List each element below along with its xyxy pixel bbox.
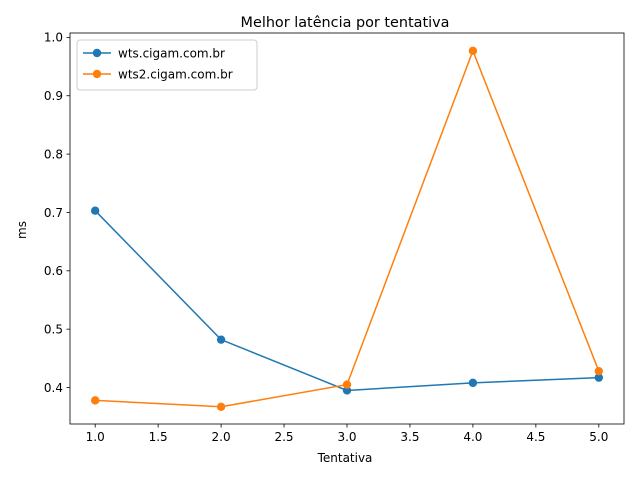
legend-label: wts2.cigam.com.br [118, 67, 233, 81]
data-point [594, 366, 604, 376]
x-axis: 1.0 1.5 2.0 2.5 3.0 3.5 4.0 4.5 5.0 [86, 424, 608, 444]
x-tick-label: 4.5 [526, 430, 545, 444]
data-point [216, 335, 226, 344]
legend-item: wts2.cigam.com.br [83, 67, 233, 81]
data-point [468, 378, 478, 388]
y-tick-label: 0.4 [44, 381, 63, 395]
y-tick-label: 1.0 [44, 31, 63, 45]
plot-area [69, 32, 625, 425]
y-axis-label: ms [15, 221, 29, 239]
x-tick-label: 3.5 [400, 430, 419, 444]
y-tick-label: 0.5 [44, 322, 63, 336]
data-point [468, 46, 478, 55]
chart-title: Melhor latência por tentativa [241, 15, 450, 31]
x-axis-label: Tentativa [317, 451, 373, 465]
legend-marker [92, 69, 102, 79]
data-point [342, 380, 352, 389]
y-tick-label: 0.7 [44, 206, 63, 220]
x-tick-label: 1.5 [149, 430, 168, 444]
series-line [95, 48, 600, 408]
data-point [594, 373, 604, 382]
x-tick-label: 1.0 [86, 430, 105, 444]
plot-frame [69, 32, 625, 425]
data-point [216, 402, 226, 411]
legend-frame [76, 39, 258, 91]
series-2 [90, 46, 604, 411]
legend-item: wts.cigam.com.br [83, 46, 225, 60]
legend-label: wts.cigam.com.br [118, 46, 225, 60]
series-1 [90, 206, 604, 395]
y-axis: 0.4 0.5 0.6 0.7 0.8 0.9 1.0 [44, 31, 70, 395]
data-point [90, 206, 100, 215]
y-tick-label: 0.8 [44, 147, 63, 161]
x-tick-label: 2.0 [212, 430, 231, 444]
data-point [90, 396, 100, 405]
series-line [94, 210, 599, 392]
data-point [342, 386, 352, 395]
x-tick-label: 3.0 [337, 430, 356, 444]
y-tick-label: 0.6 [44, 264, 63, 278]
x-tick-label: 2.5 [274, 430, 293, 444]
series-layer [90, 46, 604, 411]
legend-marker [92, 48, 102, 58]
y-tick-label: 0.9 [44, 89, 63, 103]
legend: wts.cigam.com.br wts2.cigam.com.br [76, 39, 258, 91]
x-tick-label: 5.0 [589, 430, 608, 444]
x-tick-label: 4.0 [463, 430, 482, 444]
